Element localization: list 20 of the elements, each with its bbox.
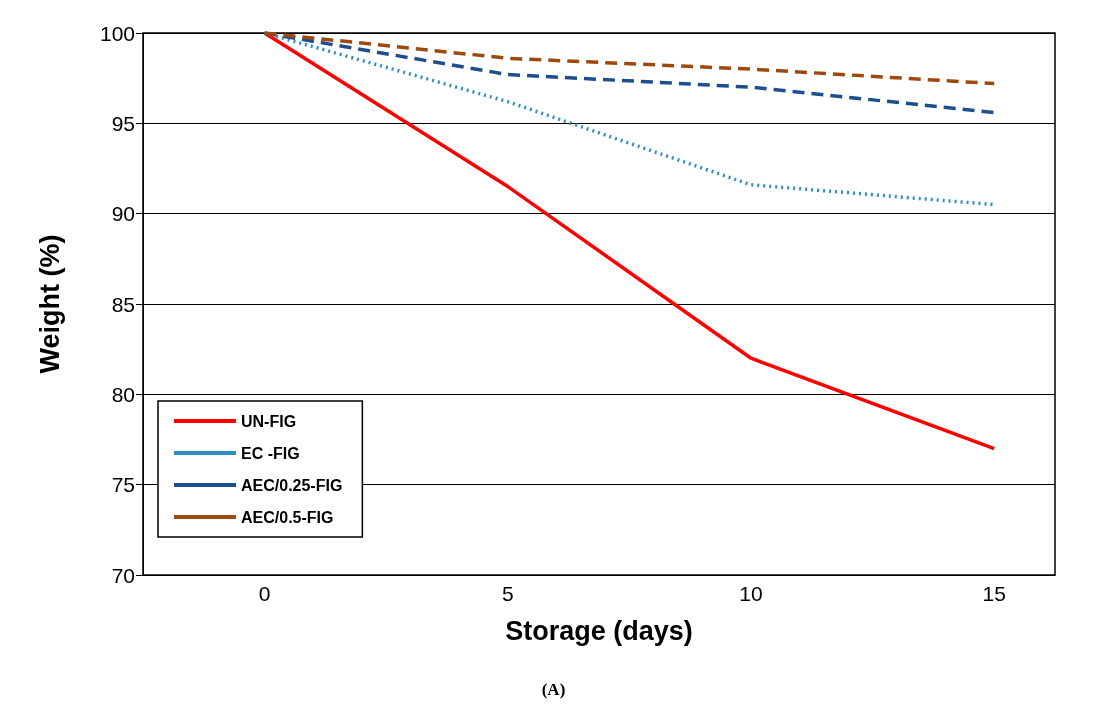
line-series (262, 31, 996, 115)
y-tick-label: 75 (111, 473, 135, 497)
x-tick-label: 15 (982, 582, 1006, 605)
y-axis-title: Weight (%) (34, 234, 65, 374)
x-tick-label: 5 (501, 582, 514, 605)
x-axis-title: Storage (days) (505, 615, 693, 646)
y-tick-label: 100 (99, 21, 135, 45)
legend-label: AEC/0.5-FIG (241, 508, 334, 526)
legend-label: AEC/0.25-FIG (241, 476, 343, 494)
y-tick-label: 95 (111, 111, 135, 135)
legend-label: EC -FIG (241, 444, 300, 462)
line-series (262, 31, 996, 86)
x-tick-label: 0 (258, 582, 271, 605)
y-tick-label: 80 (111, 382, 135, 406)
text: (A) (541, 680, 566, 699)
y-tick-label: 85 (111, 292, 135, 316)
x-tick-label: 10 (739, 582, 763, 605)
legend-label: UN-FIG (241, 412, 297, 430)
y-tick-label: 90 (111, 202, 135, 226)
y-tick-label: 70 (111, 563, 135, 587)
